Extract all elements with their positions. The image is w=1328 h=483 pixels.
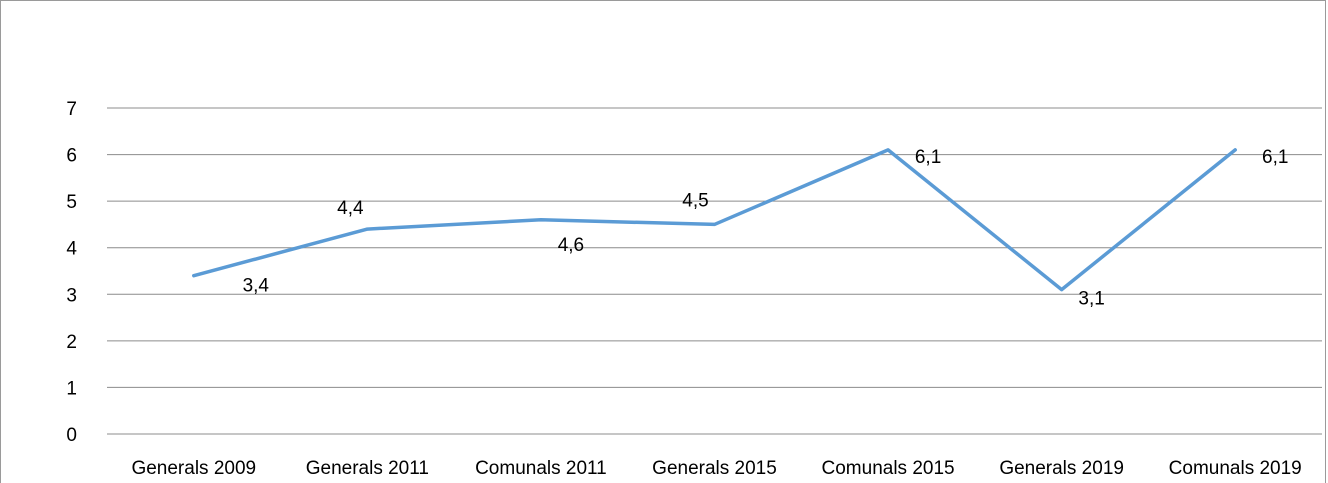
data-label: 3,4: [243, 276, 270, 297]
x-tick-label: Comunals 2015: [822, 458, 955, 479]
data-point: [1060, 288, 1064, 292]
y-tick-label: 4: [66, 239, 77, 260]
data-label: 3,1: [1078, 289, 1104, 310]
data-point: [1233, 148, 1237, 152]
y-tick-label: 0: [66, 425, 77, 446]
y-tick-label: 7: [66, 99, 77, 120]
y-tick-label: 2: [66, 332, 77, 353]
x-tick-label: Comunals 2011: [475, 458, 607, 479]
data-label: 4,4: [337, 198, 364, 219]
data-point: [539, 218, 543, 222]
data-label: 6,1: [915, 147, 941, 168]
x-tick-label: Generals 2011: [306, 458, 429, 479]
data-point: [713, 222, 716, 226]
x-tick-label: Generals 2015: [652, 458, 777, 479]
data-point: [365, 227, 369, 231]
series-line: [192, 148, 1237, 292]
data-label: 6,1: [1262, 147, 1288, 168]
y-tick-label: 1: [66, 378, 77, 399]
y-tick-label: 6: [66, 146, 77, 167]
y-tick-label: 5: [66, 192, 77, 213]
y-tick-label: 3: [66, 285, 77, 306]
x-tick-label: Generals 2009: [131, 458, 256, 479]
data-label: 4,6: [558, 235, 584, 256]
x-tick-label: Comunals 2019: [1169, 458, 1302, 479]
data-point: [886, 148, 890, 152]
data-label: 4,5: [682, 190, 708, 211]
x-tick-label: Generals 2019: [999, 458, 1124, 479]
data-point: [192, 274, 196, 278]
